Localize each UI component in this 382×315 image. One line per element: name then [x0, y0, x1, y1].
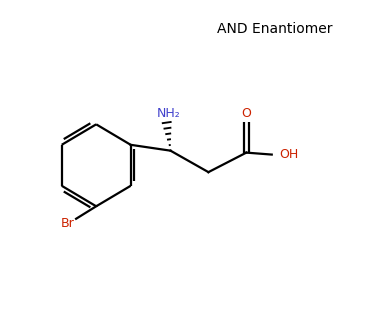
Text: OH: OH: [279, 148, 299, 161]
Text: O: O: [241, 107, 251, 120]
Text: Br: Br: [61, 217, 74, 230]
Text: NH₂: NH₂: [157, 107, 180, 120]
Text: AND Enantiomer: AND Enantiomer: [217, 22, 332, 36]
